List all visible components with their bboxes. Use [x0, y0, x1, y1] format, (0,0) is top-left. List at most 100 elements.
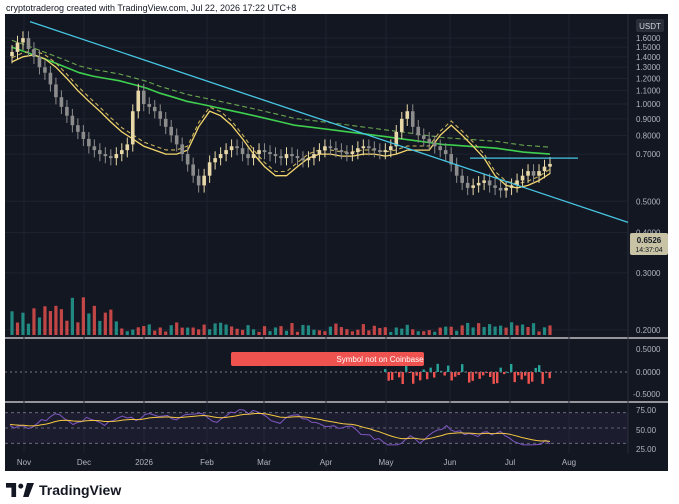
candle-body: [152, 106, 157, 112]
candle-body: [76, 125, 80, 132]
candle-body: [548, 163, 552, 167]
currency-label: USDT: [639, 22, 661, 31]
volume-bar: [312, 329, 316, 335]
symbol-notice-bg: [231, 352, 424, 366]
y-tick-label: 1.1000: [636, 87, 661, 96]
candle-body: [290, 154, 294, 157]
candle-body: [185, 154, 190, 165]
histogram-bar: [524, 372, 527, 376]
histogram-bar: [489, 372, 492, 378]
histogram-bar: [461, 364, 464, 372]
volume-bar: [361, 324, 365, 335]
candle-body: [103, 154, 108, 157]
volume-bar: [427, 330, 431, 335]
price-label: 0.6526: [637, 236, 662, 245]
volume-bar: [131, 329, 135, 335]
candle-body: [191, 164, 195, 176]
y-tick-label: 1.6000: [636, 34, 661, 43]
candle-body: [367, 146, 371, 149]
candle-body: [542, 166, 547, 172]
candle-body: [537, 171, 541, 176]
candle-body: [163, 118, 168, 127]
volume-bar: [444, 326, 448, 335]
volume-bar: [531, 323, 536, 335]
volume-bar: [180, 327, 184, 335]
candle-body: [388, 146, 393, 151]
volume-bar: [10, 311, 14, 335]
volume-bar: [482, 327, 486, 335]
y-tick-label: 1.3000: [636, 63, 661, 72]
histogram-bar: [499, 367, 502, 372]
histogram-bar: [429, 367, 432, 372]
ema-fast-line: [11, 54, 551, 189]
candle-body: [141, 90, 146, 105]
volume-bar: [471, 327, 475, 335]
volume-bar: [76, 322, 80, 335]
y-tick-label: 1.5000: [636, 43, 661, 52]
y-tick-label: 1.4000: [636, 53, 661, 62]
candle-body: [465, 182, 470, 188]
volume-bar: [268, 331, 272, 335]
x-tick-label: Nov: [17, 458, 31, 467]
volume-bar: [164, 331, 168, 335]
volume-bar: [87, 313, 91, 335]
histogram-bar: [401, 372, 404, 385]
candle-body: [487, 180, 492, 186]
volume-bar: [202, 324, 206, 335]
volume-bar: [147, 324, 151, 335]
tradingview-logo-icon: [6, 483, 34, 497]
histogram-bar: [447, 365, 450, 372]
symbol-notice-text: Symbol not on Coinbase: [336, 355, 424, 364]
candle-body: [48, 72, 53, 85]
volume-bar: [394, 327, 398, 335]
volume-bar: [317, 330, 322, 335]
volume-bar: [367, 330, 371, 335]
main-pane-bg: [5, 14, 668, 337]
rsi-lines: [5, 409, 628, 446]
candle-body: [65, 106, 69, 116]
volume-bar: [142, 325, 146, 335]
volume-bar: [262, 326, 267, 335]
candle-body: [531, 171, 536, 176]
histogram-bar: [478, 372, 481, 379]
volume-bar: [548, 325, 552, 335]
histogram-bar: [387, 372, 390, 381]
candle-body: [273, 154, 278, 157]
volume-bar: [542, 327, 547, 335]
candle-body: [482, 180, 486, 183]
candle-body: [317, 150, 322, 155]
histogram-bar: [534, 367, 537, 372]
macd-pane-bg: [5, 339, 668, 401]
x-tick-label: Jun: [444, 458, 457, 467]
volume-bar: [416, 331, 420, 335]
volume-bar: [109, 309, 113, 335]
volume-bar: [65, 320, 69, 335]
candle-body: [10, 51, 14, 57]
x-tick-label: Aug: [562, 458, 576, 467]
candle-body: [37, 56, 42, 68]
candle-body: [174, 135, 179, 145]
histogram-bar: [426, 372, 429, 380]
moving-averages: [11, 39, 551, 189]
time-axis-bg: [5, 453, 668, 471]
histogram-bar: [541, 372, 544, 384]
candle-body: [26, 38, 31, 50]
volume-bar: [405, 324, 409, 335]
histogram-bar: [450, 372, 453, 381]
volume-bar: [290, 323, 294, 335]
volume-bar: [433, 331, 437, 335]
histogram-bar: [405, 362, 408, 372]
volume-bar: [383, 327, 387, 335]
x-tick-label: Dec: [77, 458, 91, 467]
brand-name: TradingView: [39, 482, 122, 498]
candle-body: [504, 187, 508, 191]
candle-body: [21, 38, 25, 43]
candle-body: [361, 146, 366, 149]
histogram-bar: [482, 372, 485, 376]
candle-body: [235, 146, 239, 149]
volume-bar: [356, 329, 360, 335]
y-tick-label: 0.2000: [636, 326, 661, 335]
candle-body: [432, 142, 437, 147]
histogram-bar: [517, 372, 520, 376]
